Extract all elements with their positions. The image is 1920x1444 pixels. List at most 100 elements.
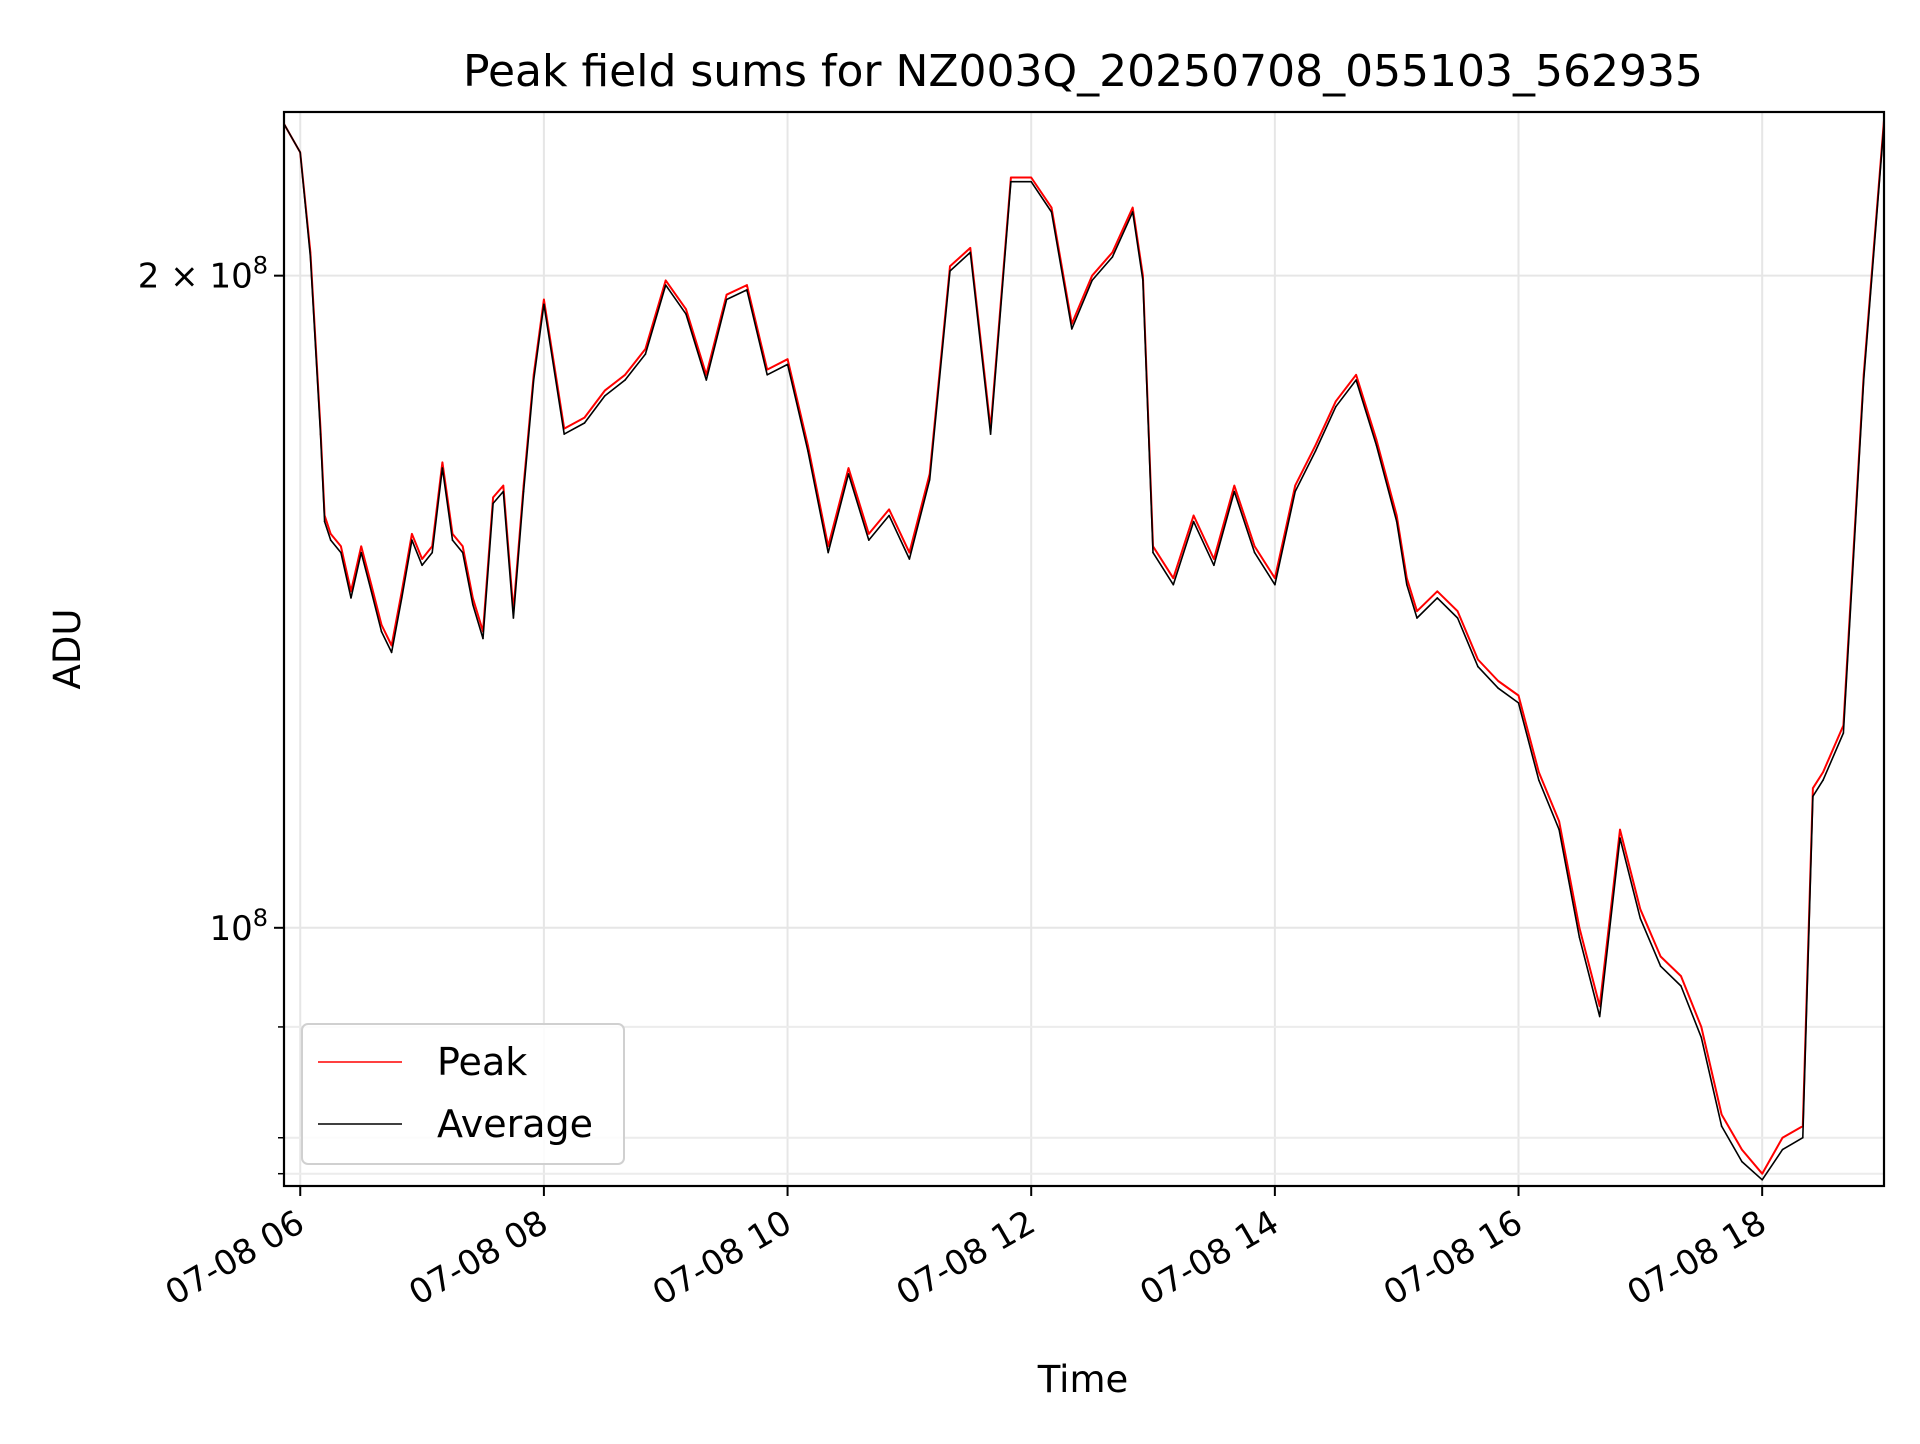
plot-area-frame [282, 110, 1886, 1188]
data-point-average [1111, 256, 1114, 258]
data-point-peak [583, 416, 586, 419]
data-point-average [1274, 583, 1276, 586]
data-point-peak [411, 533, 413, 535]
data-point-average [807, 450, 809, 452]
data-point-peak [421, 558, 423, 560]
data-point-average [949, 270, 951, 272]
data-point-average [482, 637, 484, 640]
data-point-average [543, 303, 545, 306]
data-point-average [1335, 405, 1337, 408]
data-point-peak [1091, 274, 1093, 277]
data-point-peak [1477, 658, 1479, 661]
data-point-average [1761, 1179, 1763, 1181]
data-point-average [390, 651, 393, 654]
data-point-average [847, 473, 850, 475]
data-point-average [370, 590, 373, 593]
data-point-peak [1558, 820, 1560, 822]
data-point-peak [1050, 206, 1053, 209]
data-point-peak [949, 265, 951, 268]
data-point-average [1538, 779, 1540, 781]
chart-title: Peak field sums for NZ003Q_20250708_0551… [463, 46, 1703, 97]
data-point-average [1720, 1125, 1723, 1127]
data-point-peak [1720, 1113, 1723, 1116]
data-point-peak [1314, 444, 1317, 447]
data-point-average [1091, 279, 1093, 282]
data-point-peak [644, 348, 647, 350]
data-point-average [1010, 180, 1012, 183]
axes [282, 110, 1886, 1188]
data-point-average [1253, 551, 1256, 554]
y-tick-label-exponent: 8 [253, 252, 268, 280]
data-point-peak [807, 444, 809, 447]
data-point-average [583, 422, 586, 424]
data-point-peak [1416, 610, 1418, 612]
data-point-peak [1517, 694, 1520, 697]
data-point-average [441, 467, 444, 469]
data-point-average [888, 514, 890, 517]
data-point-average [1314, 450, 1317, 452]
data-point-average [299, 151, 302, 154]
data-point-peak [340, 545, 342, 548]
grid [284, 112, 1884, 1186]
data-point-peak [360, 545, 363, 548]
data-point-peak [1741, 1148, 1743, 1151]
data-point-peak [1578, 927, 1581, 929]
data-point-average [502, 490, 505, 493]
data-point-peak [1659, 955, 1662, 958]
data-point-average [563, 433, 565, 435]
data-point-average [492, 502, 494, 505]
data-point-average [746, 289, 748, 291]
data-point-peak [1700, 1026, 1703, 1028]
data-point-peak [786, 358, 789, 361]
data-point-average [461, 551, 464, 554]
y-tick-label-base: 2 × 10 [138, 257, 253, 297]
data-point-peak [1619, 828, 1621, 831]
data-point-average [1213, 564, 1215, 567]
data-point-peak [1233, 484, 1236, 487]
data-point-peak [604, 389, 606, 392]
data-point-average [401, 597, 403, 599]
data-point-peak [461, 545, 464, 548]
data-point-average [1741, 1160, 1743, 1163]
x-axis-label: Time [1037, 1358, 1129, 1401]
data-point-peak [502, 484, 505, 487]
data-point-average [1497, 687, 1499, 689]
data-point-average [664, 284, 667, 286]
data-point-peak [746, 284, 748, 286]
data-point-peak [1335, 400, 1337, 403]
data-point-average [1802, 1136, 1804, 1139]
data-point-average [1680, 985, 1682, 987]
legend-frame [301, 1023, 625, 1165]
data-point-average [472, 603, 474, 606]
data-point-average [1862, 379, 1865, 381]
data-point-average [1406, 583, 1408, 586]
data-point-average [725, 298, 728, 301]
data-point-peak [624, 374, 626, 376]
data-point-peak [1010, 176, 1012, 179]
data-point-peak [1395, 514, 1398, 517]
data-point-peak [1375, 438, 1378, 441]
data-point-peak [847, 467, 850, 469]
data-point-average [1375, 444, 1378, 447]
data-point-peak [969, 247, 972, 249]
data-point-peak [1538, 771, 1540, 773]
data-point-average [1558, 828, 1560, 831]
data-point-average [928, 478, 931, 481]
data-point-peak [329, 533, 332, 535]
data-point-average [969, 251, 972, 254]
data-point-average [1233, 490, 1236, 493]
series-line-average [283, 123, 1885, 1181]
data-point-peak [1131, 206, 1134, 209]
y-tick-label-exponent: 8 [253, 904, 268, 932]
data-point-average [350, 597, 352, 599]
data-point-average [451, 539, 454, 541]
data-point-average [786, 363, 789, 366]
data-point-average [1619, 837, 1621, 839]
data-point-peak [1172, 577, 1175, 579]
data-point-peak [441, 461, 444, 464]
data-point-average [1131, 211, 1134, 213]
data-point-average [908, 558, 911, 560]
legend-label-peak: Peak [437, 1040, 527, 1084]
